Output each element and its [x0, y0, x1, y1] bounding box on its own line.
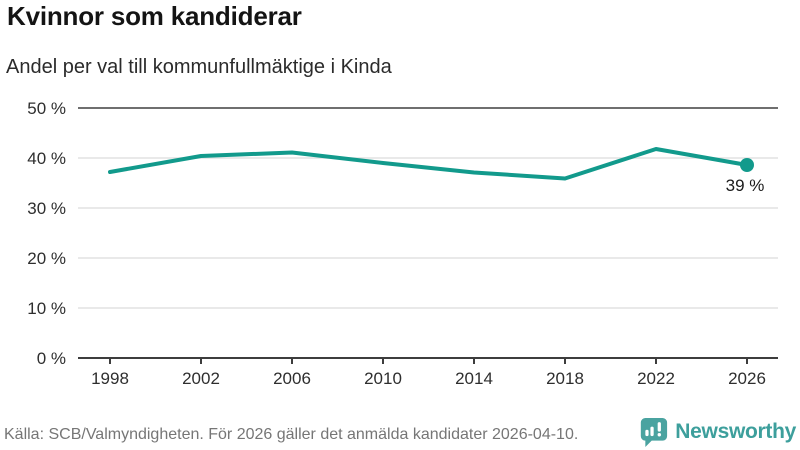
- end-value-label: 39 %: [726, 176, 765, 195]
- speech-bubble-bar-chart-icon: [641, 417, 668, 447]
- newsworthy-logo[interactable]: Newsworthy: [639, 416, 796, 448]
- x-tick-label: 2006: [273, 369, 311, 388]
- y-tick-label: 40 %: [27, 149, 66, 168]
- x-tick-label: 2010: [364, 369, 402, 388]
- speech-bubble-shape: [641, 417, 668, 447]
- chart-subtitle: Andel per val till kommunfullmäktige i K…: [6, 56, 392, 78]
- x-tick-label: 2022: [637, 369, 675, 388]
- exclamation-dot: [657, 432, 662, 436]
- exclamation-bar: [657, 421, 662, 432]
- source-note: Källa: SCB/Valmyndigheten. För 2026 gäll…: [4, 426, 579, 443]
- x-tick-label: 1998: [91, 369, 129, 388]
- bar-medium: [650, 426, 654, 436]
- x-tick-label: 2026: [728, 369, 766, 388]
- y-tick-label: 50 %: [27, 99, 66, 118]
- x-tick-label: 2018: [546, 369, 584, 388]
- end-point-marker: [740, 158, 754, 172]
- y-tick-label: 0 %: [37, 349, 66, 368]
- y-tick-label: 10 %: [27, 299, 66, 318]
- x-tick-label: 2014: [455, 369, 493, 388]
- bar-small: [645, 429, 649, 436]
- y-tick-label: 30 %: [27, 199, 66, 218]
- y-tick-label: 20 %: [27, 249, 66, 268]
- data-line: [108, 147, 749, 181]
- newsworthy-wordmark: Newsworthy: [675, 420, 796, 443]
- chart-title: Kvinnor som kandiderar: [7, 1, 302, 31]
- x-tick-label: 2002: [182, 369, 220, 388]
